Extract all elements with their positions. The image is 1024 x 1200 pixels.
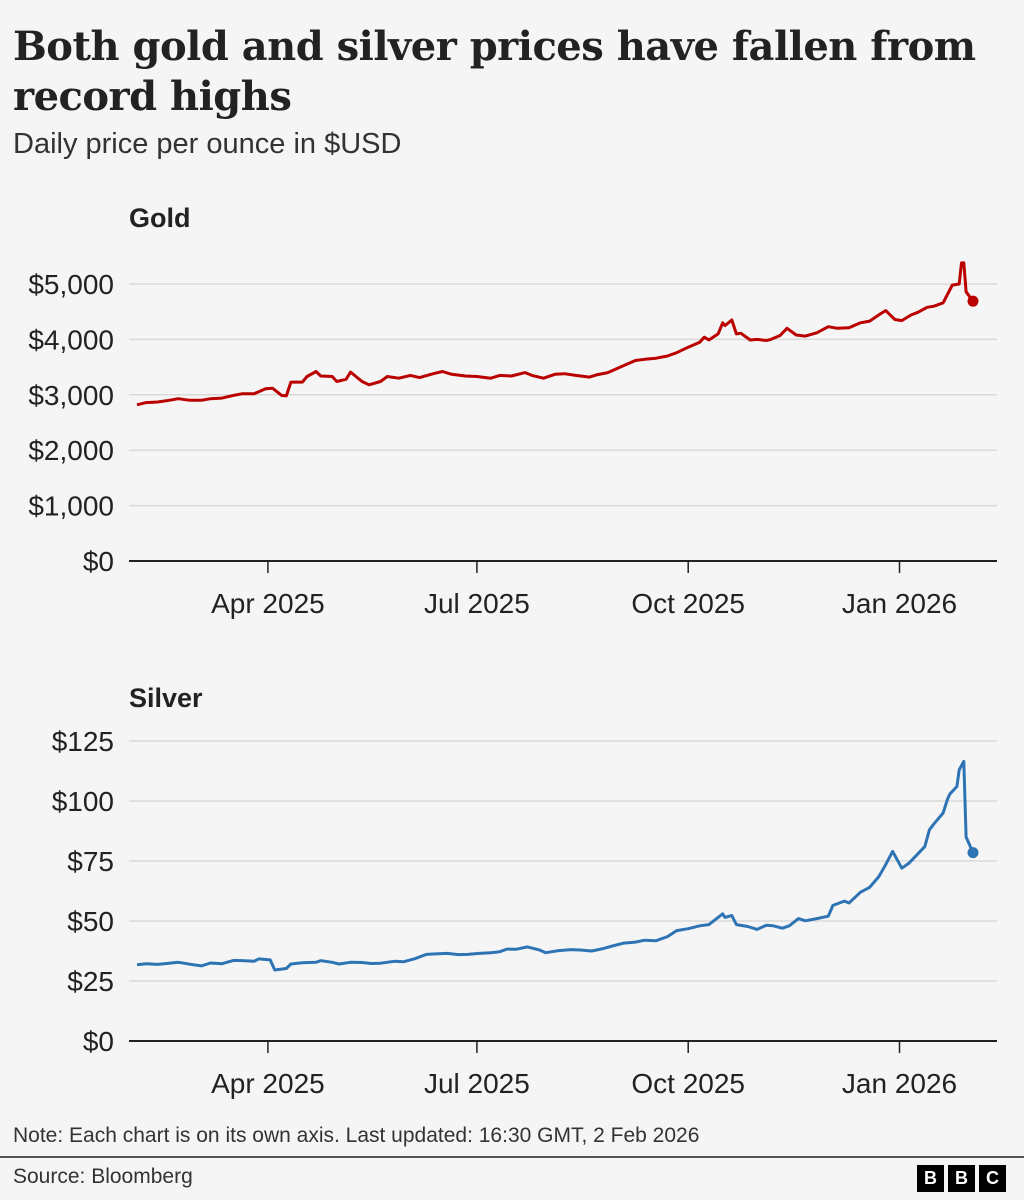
bbc-logo: B B C <box>917 1165 1006 1192</box>
footer-divider <box>0 1156 1024 1158</box>
end-point-marker <box>967 847 979 859</box>
bbc-logo-letter: B <box>948 1165 975 1192</box>
silver-chart: $0 $25 $50 $75 $100 $125 Apr 2025 Jul 2025 Oct 2… <box>52 726 997 1099</box>
y-tick-label: $100 <box>52 786 114 817</box>
bbc-logo-letter: C <box>979 1165 1006 1192</box>
end-point-marker <box>967 295 979 307</box>
x-tick-label: Jan 2026 <box>842 588 957 619</box>
x-tick-label: Jul 2025 <box>424 1068 530 1099</box>
y-tick-label: $5,000 <box>28 269 114 300</box>
y-tick-label: $2,000 <box>28 435 114 466</box>
series-line-gold <box>136 261 975 407</box>
silver-panel-title: Silver <box>129 683 203 713</box>
x-tick-label: Oct 2025 <box>631 588 745 619</box>
x-tick-label: Jan 2026 <box>842 1068 957 1099</box>
chart-title: Both gold and silver prices have fallen … <box>13 23 976 120</box>
y-tick-label: $25 <box>67 966 114 997</box>
x-tick-label: Apr 2025 <box>211 588 325 619</box>
chart-note: Note: Each chart is on its own axis. Las… <box>13 1124 700 1147</box>
y-tick-label: $1,000 <box>28 491 114 522</box>
gold-chart: $0 $1,000 $2,000 $3,000 $4,000 $5,000 Apr 2025… <box>28 261 997 619</box>
y-tick-label: $0 <box>83 546 114 577</box>
chart-subtitle: Daily price per ounce in $USD <box>13 128 402 160</box>
source-label: Source: Bloomberg <box>13 1165 193 1188</box>
y-tick-label: $50 <box>67 906 114 937</box>
y-tick-label: $75 <box>67 846 114 877</box>
y-tick-label: $3,000 <box>28 380 114 411</box>
y-tick-label: $0 <box>83 1026 114 1057</box>
y-tick-label: $4,000 <box>28 324 114 355</box>
x-tick-label: Apr 2025 <box>211 1068 325 1099</box>
x-tick-label: Oct 2025 <box>631 1068 745 1099</box>
x-tick-label: Jul 2025 <box>424 588 530 619</box>
y-tick-label: $125 <box>52 726 114 757</box>
bbc-logo-letter: B <box>917 1165 944 1192</box>
gold-panel-title: Gold <box>129 203 191 233</box>
series-line-silver <box>136 759 975 972</box>
